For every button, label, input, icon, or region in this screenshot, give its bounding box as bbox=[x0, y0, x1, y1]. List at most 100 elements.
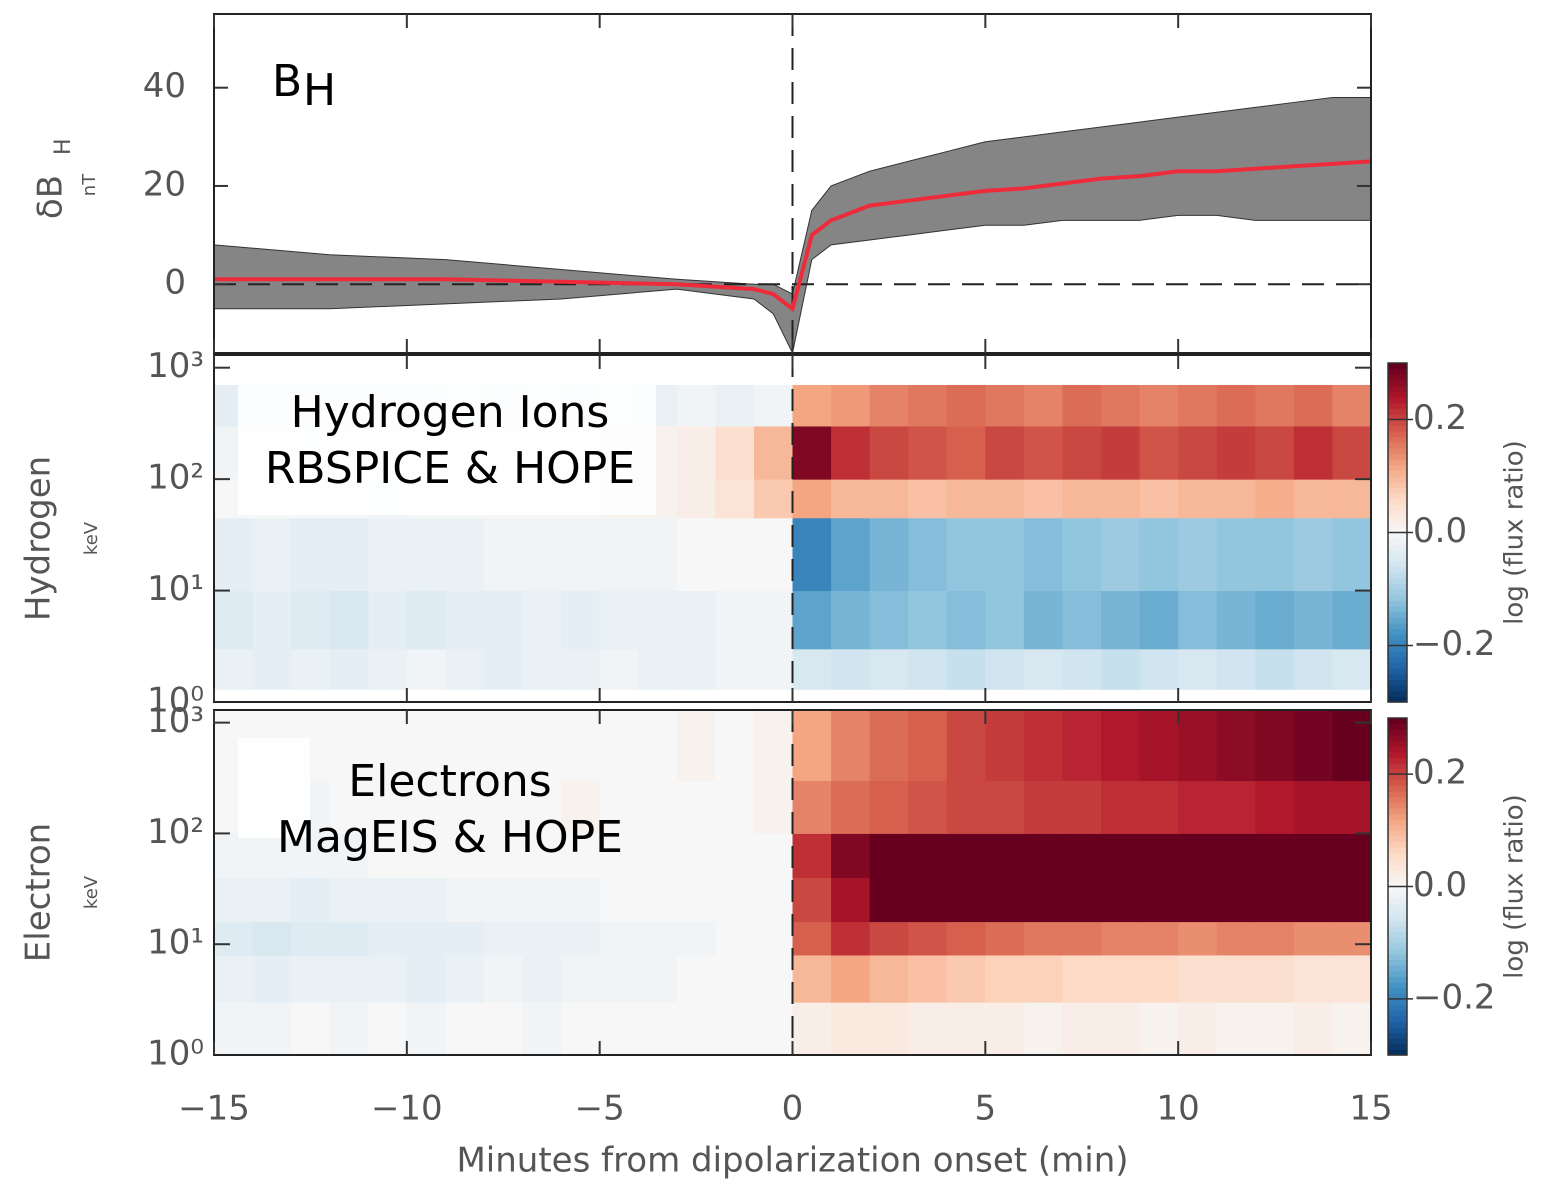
heat-cell bbox=[1255, 833, 1295, 879]
colorbar-swatch bbox=[1388, 555, 1407, 562]
x-tick-label: −15 bbox=[178, 1089, 250, 1129]
colorbar-swatch bbox=[1388, 1015, 1407, 1022]
y-tick-label: 40 bbox=[143, 66, 186, 106]
heat-cell bbox=[599, 780, 639, 834]
heat-cell bbox=[985, 384, 1025, 427]
y-tick-label: 10⁰ bbox=[147, 681, 204, 721]
colorbar-swatch bbox=[1388, 696, 1407, 703]
heat-cell bbox=[985, 780, 1025, 834]
heat-cell bbox=[368, 648, 408, 690]
heat-cell bbox=[561, 780, 601, 834]
heat-cell bbox=[869, 877, 909, 923]
heat-cell bbox=[406, 954, 446, 1003]
heat-cell bbox=[1023, 1002, 1063, 1056]
heat-cell bbox=[831, 921, 871, 956]
colorbar-swatch bbox=[1388, 819, 1407, 826]
heat-cell bbox=[1293, 425, 1333, 480]
heat-cell bbox=[1332, 425, 1372, 480]
heat-cell bbox=[1101, 479, 1141, 519]
y-tick-label: 10² bbox=[147, 812, 204, 852]
heat-cell bbox=[445, 648, 485, 690]
colorbar-swatch bbox=[1388, 673, 1407, 680]
heat-cell bbox=[445, 921, 485, 956]
colorbar-swatch bbox=[1388, 841, 1407, 848]
heat-cell bbox=[406, 921, 446, 956]
heat-cell bbox=[676, 1002, 716, 1056]
heat-cell bbox=[483, 1002, 524, 1056]
heat-cell bbox=[1178, 877, 1218, 923]
colorbar-swatch bbox=[1388, 605, 1407, 613]
heat-cell bbox=[1023, 479, 1063, 519]
colorbar-swatch bbox=[1388, 594, 1407, 601]
y-axis-title: Electron keV bbox=[19, 823, 103, 962]
heat-cell bbox=[1332, 648, 1372, 690]
heat-cell bbox=[946, 780, 986, 834]
heat-cell bbox=[1255, 479, 1295, 519]
colorbar-swatch bbox=[1388, 374, 1407, 381]
heat-cell bbox=[483, 921, 524, 956]
heat-cell bbox=[676, 517, 716, 592]
colorbar-swatch bbox=[1388, 892, 1407, 899]
heat-cell bbox=[1178, 479, 1218, 519]
colorbar-swatch bbox=[1388, 464, 1407, 471]
heat-cell bbox=[291, 877, 331, 923]
y-axis-label: Electron bbox=[19, 823, 59, 962]
heat-cell bbox=[831, 1002, 871, 1056]
heat-cell bbox=[869, 479, 909, 519]
colorbar-swatch bbox=[1388, 408, 1407, 415]
colorbar-swatch bbox=[1388, 368, 1407, 375]
heat-cell bbox=[214, 833, 254, 879]
heat-cell bbox=[1293, 517, 1333, 592]
y-tick-label: 10⁰ bbox=[147, 1034, 204, 1074]
colorbar-swatch bbox=[1388, 391, 1407, 398]
heat-cell bbox=[715, 517, 755, 592]
colorbar-swatch bbox=[1388, 768, 1407, 775]
heat-cell bbox=[1062, 479, 1102, 519]
heat-cell bbox=[792, 425, 832, 480]
heat-cell bbox=[329, 648, 369, 690]
heat-cell bbox=[985, 710, 1025, 782]
heat-cell bbox=[715, 954, 755, 1003]
heat-cell bbox=[522, 710, 562, 782]
colorbar-swatch bbox=[1388, 875, 1407, 882]
heat-cell bbox=[1023, 425, 1063, 480]
colorbar-swatch bbox=[1388, 869, 1407, 876]
heat-cell bbox=[908, 648, 948, 690]
heat-cell bbox=[792, 954, 832, 1003]
heat-cell bbox=[1062, 710, 1102, 782]
colorbar-swatch bbox=[1388, 903, 1407, 910]
heat-cell bbox=[1255, 877, 1295, 923]
heat-cell bbox=[1216, 425, 1256, 480]
heat-cell bbox=[676, 425, 716, 480]
heat-cell bbox=[676, 954, 716, 1003]
heat-cell bbox=[522, 1002, 562, 1056]
heat-cell bbox=[1101, 921, 1141, 956]
colorbar-swatch bbox=[1388, 662, 1407, 669]
colorbar-swatch bbox=[1388, 965, 1407, 972]
heat-cell bbox=[715, 479, 755, 519]
heat-cell bbox=[483, 877, 524, 923]
colorbar-swatch bbox=[1388, 757, 1407, 764]
heat-cell bbox=[1216, 921, 1256, 956]
heat-cell bbox=[445, 877, 485, 923]
heat-cell bbox=[638, 517, 678, 592]
heat-cell bbox=[1332, 710, 1372, 782]
heat-cell bbox=[1255, 1002, 1295, 1056]
heat-cell bbox=[406, 1002, 446, 1056]
heat-cell bbox=[792, 1002, 832, 1056]
heat-cell bbox=[985, 921, 1025, 956]
y-axis-label: Hydrogen bbox=[19, 456, 59, 621]
heat-cell bbox=[368, 590, 408, 650]
heat-cell bbox=[985, 590, 1025, 650]
heat-cell bbox=[1216, 710, 1256, 782]
heat-cell bbox=[1139, 384, 1179, 427]
heat-cell bbox=[329, 710, 369, 782]
heat-cell bbox=[1139, 1002, 1179, 1056]
heat-cell bbox=[715, 877, 755, 923]
colorbar-swatch bbox=[1388, 718, 1407, 725]
heat-cell bbox=[1023, 710, 1063, 782]
heat-cell bbox=[792, 710, 832, 782]
heat-cell bbox=[946, 833, 986, 879]
heat-cell bbox=[1293, 780, 1333, 834]
